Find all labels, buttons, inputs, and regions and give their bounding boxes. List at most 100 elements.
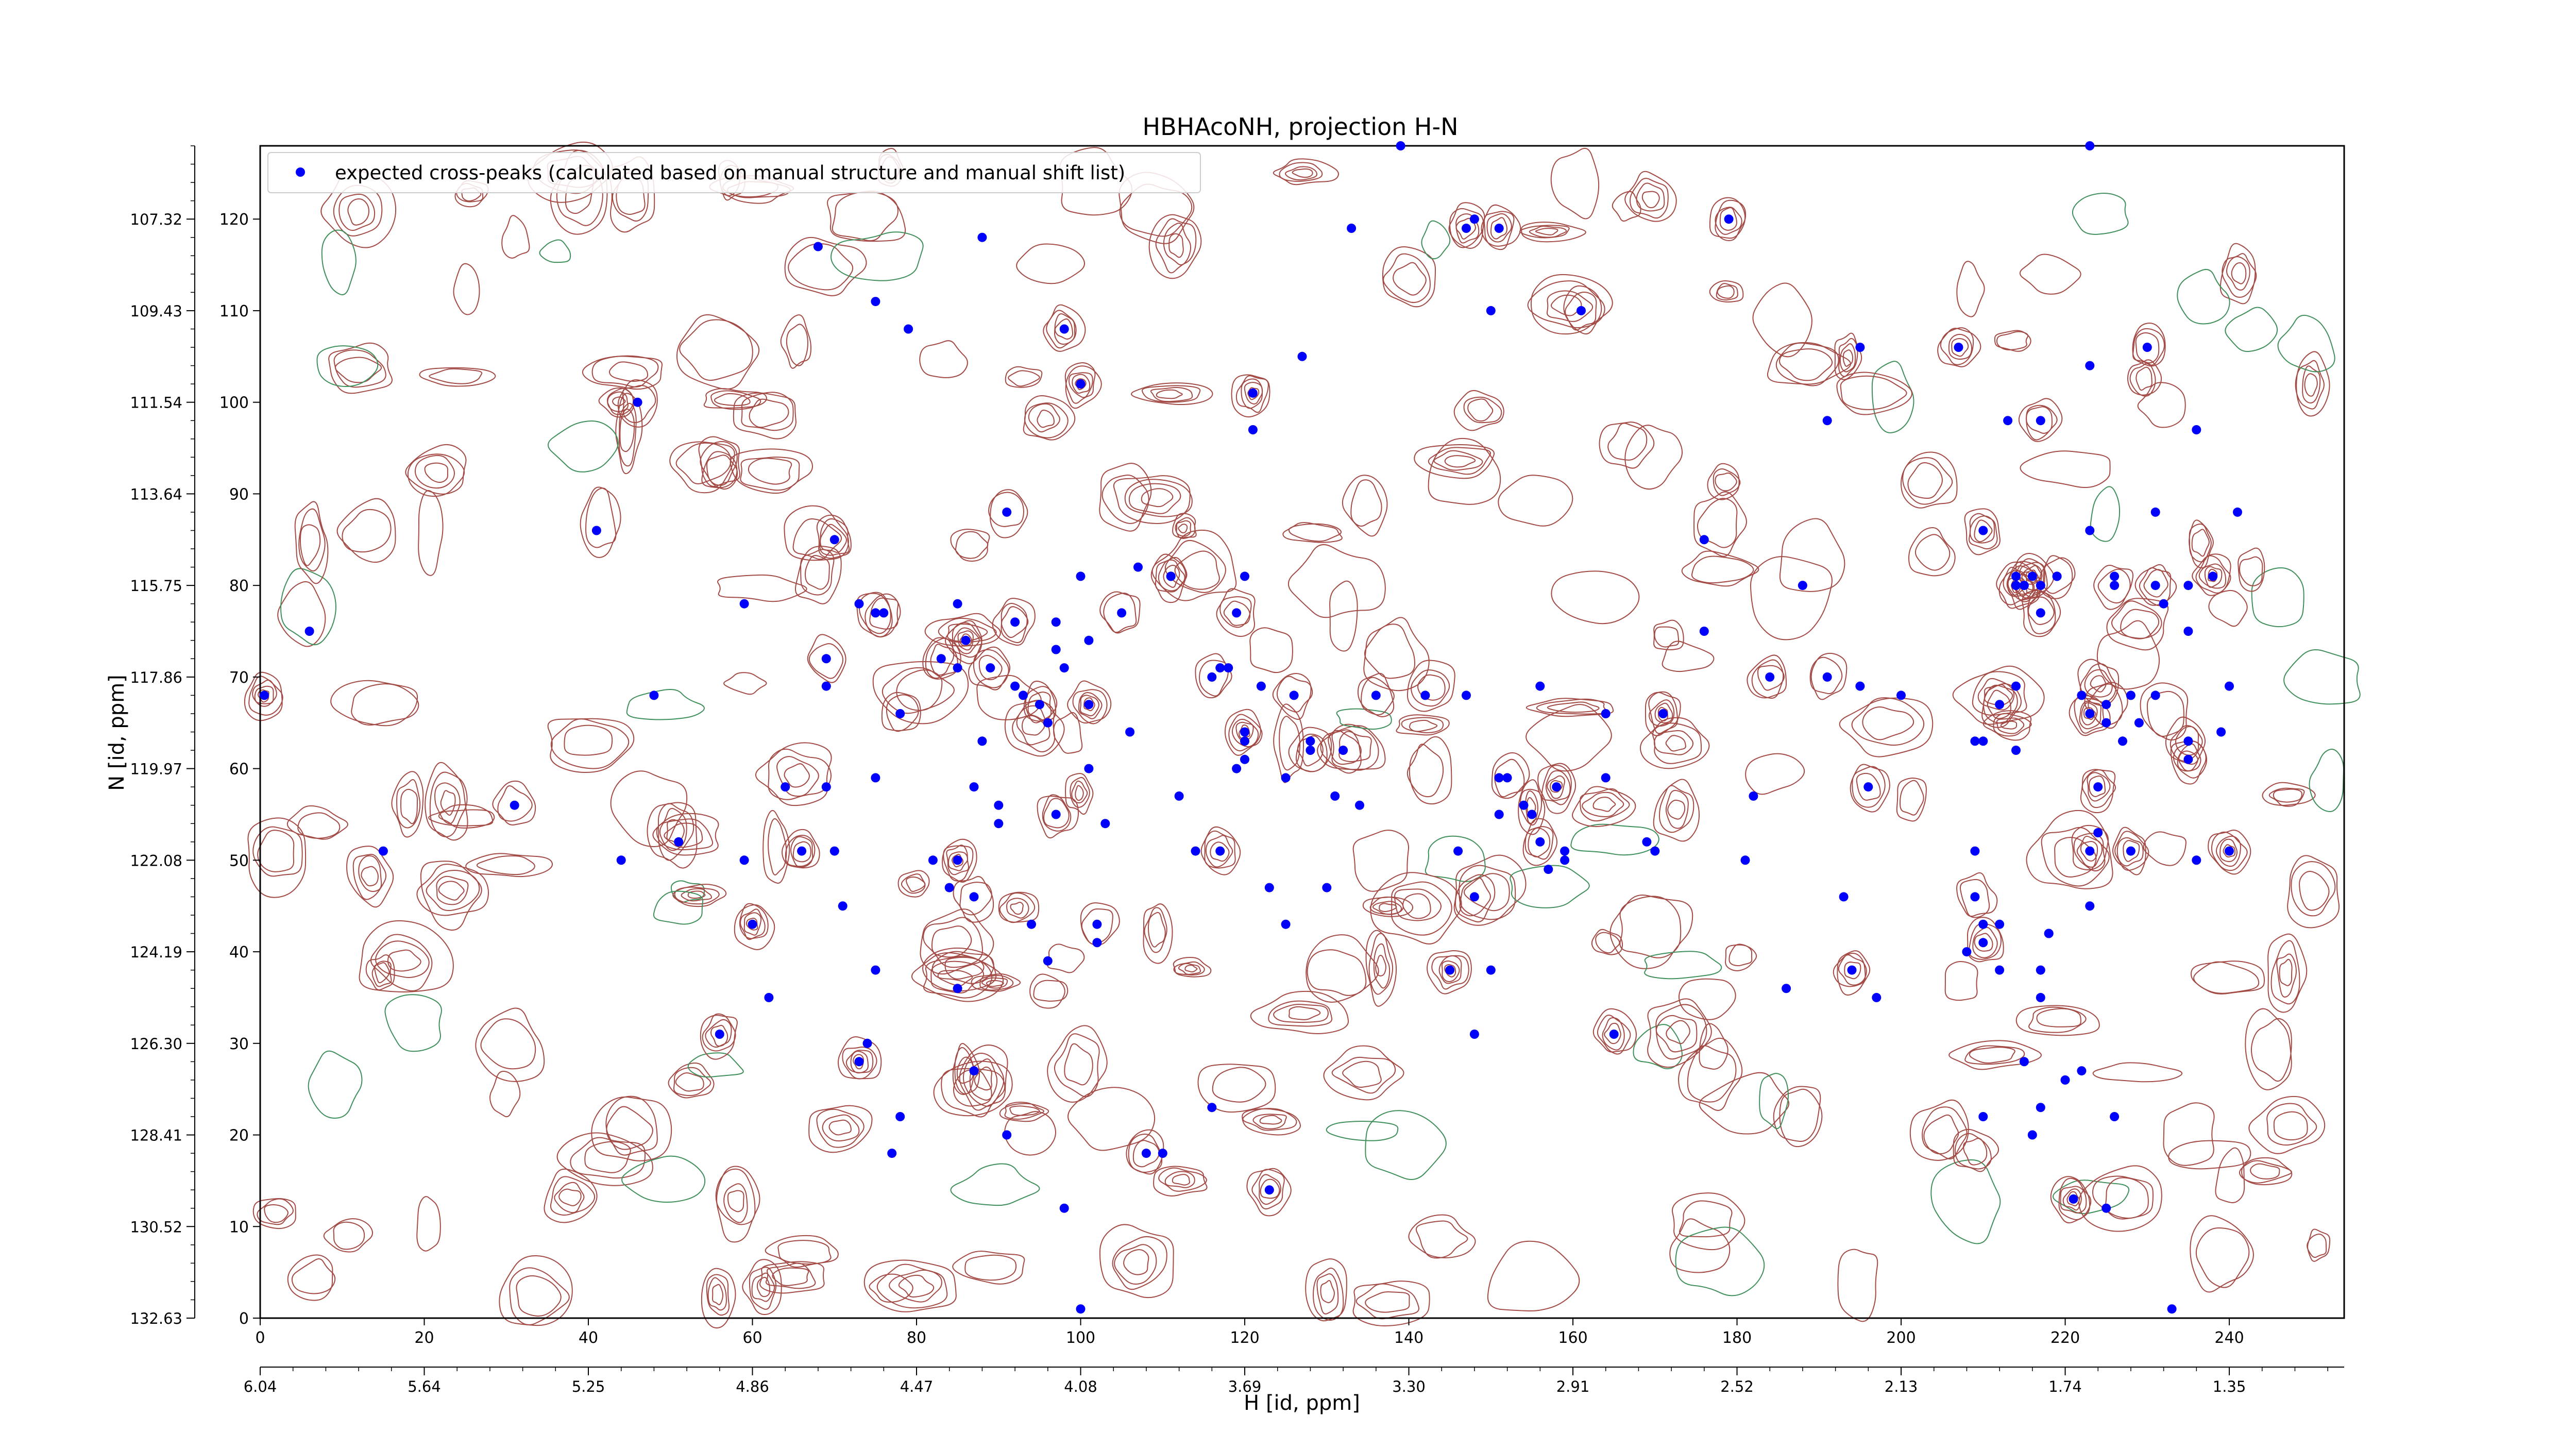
contour-line-24	[1662, 641, 1715, 672]
contour-line-581	[1331, 1056, 1396, 1094]
cross-peak-211	[2126, 690, 2136, 700]
x-ppm-axis: 6.04 5.64 5.25 4.86 4.47 4.08 3.69 3.30 2.91 2.52…	[244, 1367, 2344, 1395]
cross-peak-35	[928, 855, 938, 865]
contour-line-274	[1372, 901, 1402, 915]
cross-peak-48	[986, 663, 995, 673]
cross-peak-20	[829, 846, 839, 856]
cross-peak-43	[969, 1066, 979, 1076]
contour-line-660	[1001, 606, 1029, 638]
contour-line-125	[375, 940, 430, 978]
cross-peak-34	[904, 324, 913, 334]
contour-line-36	[681, 888, 713, 902]
contour-line-640	[930, 644, 955, 676]
contour-line-439	[740, 457, 800, 491]
y-ppm-tick-label-4: 124.19	[130, 943, 182, 961]
contour-line-416	[429, 771, 468, 837]
contour-line-337	[570, 1137, 646, 1179]
contour-line-549	[333, 349, 386, 388]
contour-line-479	[2295, 360, 2325, 410]
contour-line-8	[2053, 1180, 2130, 1215]
contour-line-197	[1428, 447, 1491, 475]
cross-peak-140	[1650, 846, 1660, 856]
contour-line-671	[1065, 365, 1102, 409]
contour-line-825	[2071, 824, 2109, 871]
contour-line-599	[1687, 1045, 1737, 1103]
cross-peak-175	[2011, 571, 2021, 581]
contour-line-736	[1483, 211, 1515, 250]
y-tick-label-5: 50	[229, 852, 249, 870]
contour-line-191	[2193, 961, 2260, 994]
cross-peak-50	[994, 819, 1004, 829]
cross-peak-174	[2011, 581, 2021, 591]
cross-peak-26	[871, 297, 880, 307]
contour-line-832	[2089, 776, 2106, 797]
contour-line-62	[2241, 1157, 2293, 1186]
contour-line-151	[1459, 865, 1516, 920]
contour-line-336	[556, 1132, 653, 1186]
contour-line-699	[1219, 596, 1252, 628]
cross-peak-148	[1782, 984, 1791, 993]
contour-line-397	[715, 1168, 756, 1225]
contour-line-757	[1648, 699, 1675, 727]
x-axis-label: H [id, ppm]	[1244, 1391, 1360, 1415]
contour-line-34	[672, 884, 727, 907]
contour-line-84	[2226, 256, 2250, 291]
contour-line-661	[1023, 680, 1057, 722]
contour-line-91	[1320, 1279, 1335, 1303]
contour-line-698	[1216, 588, 1256, 637]
contour-line-696	[1205, 835, 1233, 868]
contour-line-776	[1937, 328, 1981, 367]
contour-line-454	[2177, 268, 2230, 325]
cross-peak-147	[1765, 672, 1775, 682]
contour-line-767	[1810, 652, 1848, 700]
contour-line-206	[919, 340, 968, 378]
cross-peak-38	[953, 984, 962, 993]
cross-peak-109	[1347, 224, 1357, 233]
cross-peak-37	[944, 883, 954, 892]
contour-line-81	[931, 925, 972, 958]
contour-line-253	[1396, 714, 1450, 736]
contour-line-290	[1767, 342, 1851, 385]
contour-line-67	[1546, 290, 1594, 322]
contour-line-632	[856, 593, 893, 637]
cross-peak-49	[994, 800, 1004, 810]
contour-line-508	[784, 505, 849, 561]
contour-line-267	[652, 813, 719, 856]
contour-line-98	[659, 807, 687, 851]
contour-line-422	[2020, 450, 2111, 488]
contour-line-7	[489, 1070, 521, 1118]
contour-line-70	[1779, 1088, 1823, 1148]
contour-line-347	[742, 1259, 782, 1316]
cross-peak-33	[895, 709, 905, 718]
contour-line-557	[1715, 473, 1737, 492]
cross-peak-4	[591, 526, 601, 535]
contour-line-330	[1101, 475, 1149, 524]
cross-peak-227	[2225, 681, 2234, 691]
contour-line-723	[1361, 677, 1395, 716]
contour-line-462	[952, 1043, 980, 1096]
contour-line-708	[1241, 378, 1263, 409]
contour-line-268	[656, 818, 714, 851]
contour-line-76	[615, 393, 643, 475]
contour-line-843	[2135, 332, 2160, 364]
cross-peak-161	[1970, 736, 1980, 746]
cross-peak-166	[1978, 736, 1988, 746]
contour-line-157	[1141, 385, 1201, 403]
contour-line-594	[2245, 1008, 2292, 1090]
contour-line-621	[792, 841, 811, 863]
contour-line-348	[749, 1267, 777, 1310]
contour-line-663	[1027, 692, 1052, 721]
contour-line-530	[361, 866, 379, 887]
contour-line-322	[772, 1267, 809, 1286]
contour-line-407	[1070, 777, 1090, 808]
contour-line-14	[876, 1263, 948, 1309]
contour-line-732	[1455, 217, 1476, 240]
contour-line-235	[2195, 1227, 2250, 1288]
contour-line-823	[2081, 702, 2098, 726]
contour-line-261	[1175, 517, 1196, 540]
contour-line-406	[1065, 773, 1094, 815]
contour-line-718	[1295, 733, 1328, 772]
x-tick-label-10: 200	[1886, 1329, 1916, 1347]
y-ppm-tick-label-7: 117.86	[130, 669, 182, 686]
contour-line-615	[740, 908, 766, 940]
